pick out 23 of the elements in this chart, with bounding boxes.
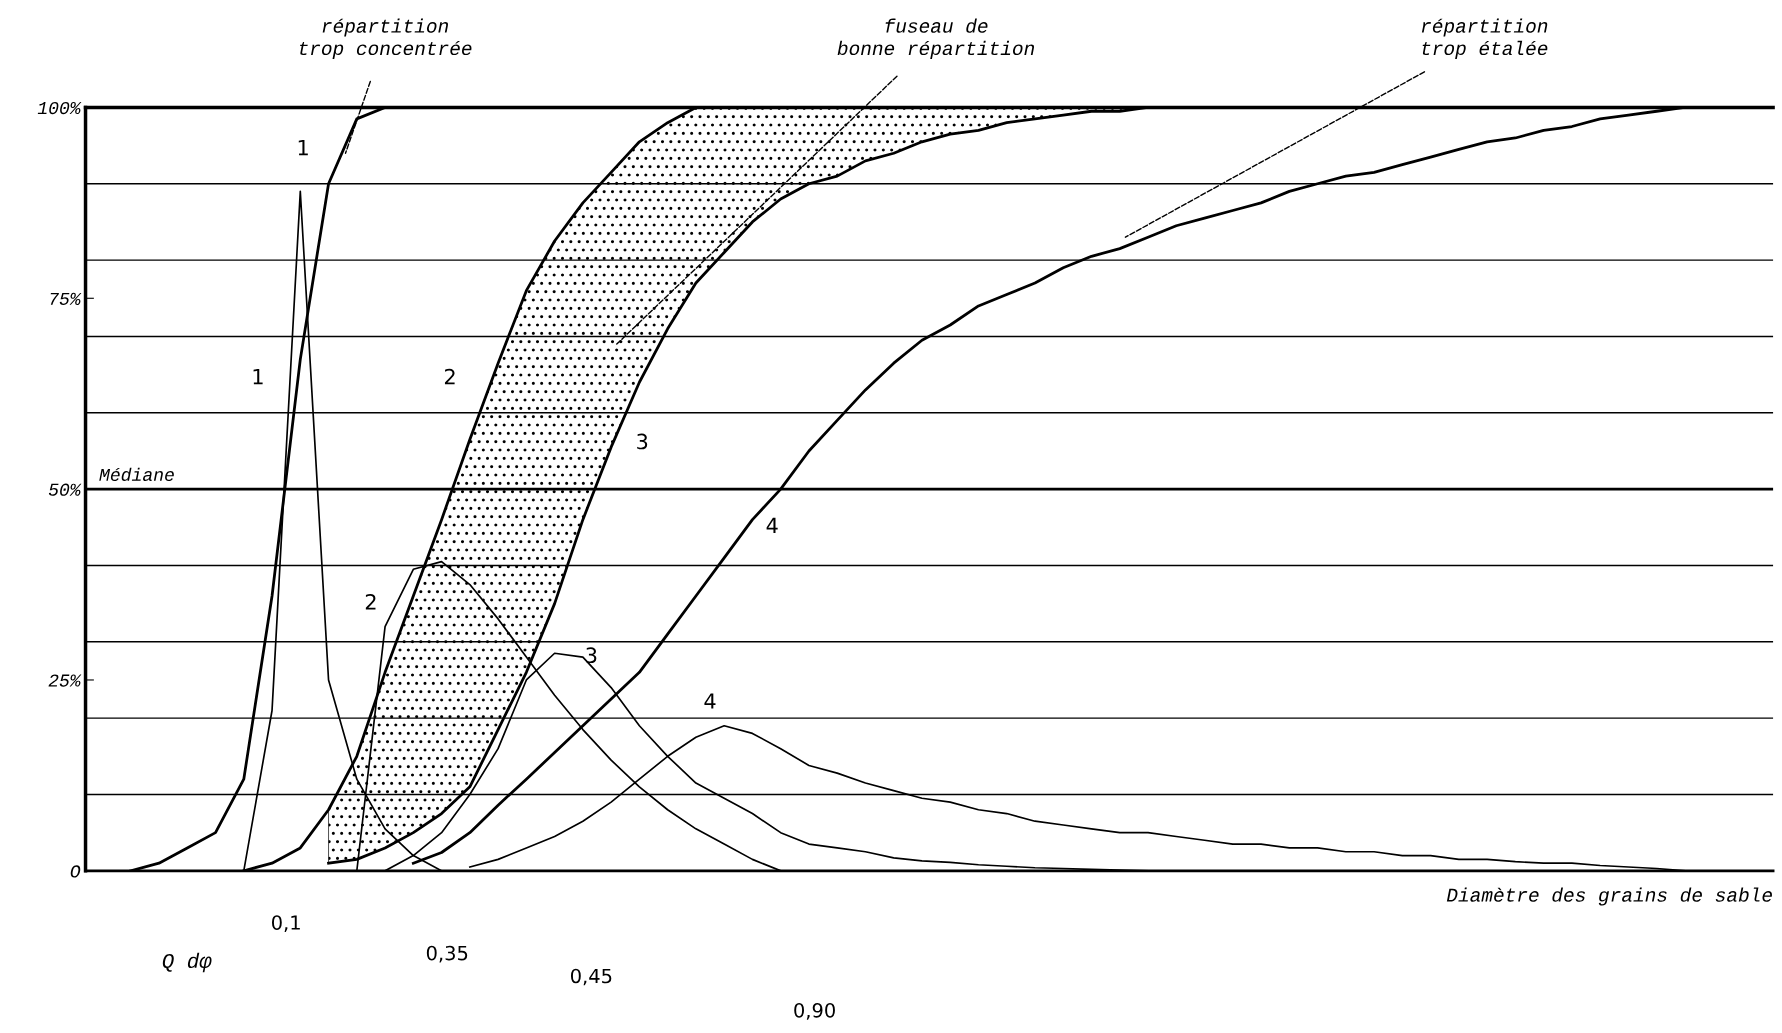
y-tick-label: 50%: [48, 483, 82, 496]
x-axis-title: Diamètre des grains de sable: [1446, 887, 1772, 906]
text: 0,45: [570, 968, 612, 986]
y-tick-label: 25%: [48, 674, 82, 687]
y-tick-label: 100%: [37, 101, 82, 115]
annotation: 3: [637, 433, 648, 450]
text: 0,35: [426, 945, 468, 963]
annotation: 1: [298, 139, 308, 156]
annotation: 4: [704, 693, 716, 709]
text: Q dφ: [162, 952, 212, 973]
annotation: 2: [365, 593, 376, 610]
annotation: 1: [253, 368, 263, 385]
text: fuseau de bonne répartition: [837, 18, 1035, 59]
text: 0,90: [794, 1002, 835, 1020]
text: répartition trop étalée: [1421, 18, 1548, 59]
y-tick-label: 75%: [50, 292, 82, 305]
y-tick-label: O: [70, 865, 81, 878]
annotation: 2: [444, 368, 455, 385]
annotation: 3: [586, 647, 597, 664]
ref-line-label: Médiane: [99, 467, 174, 482]
text: répartition trop concentrée: [300, 18, 472, 59]
text: 0,1: [271, 915, 300, 932]
annotation: 4: [766, 517, 778, 534]
